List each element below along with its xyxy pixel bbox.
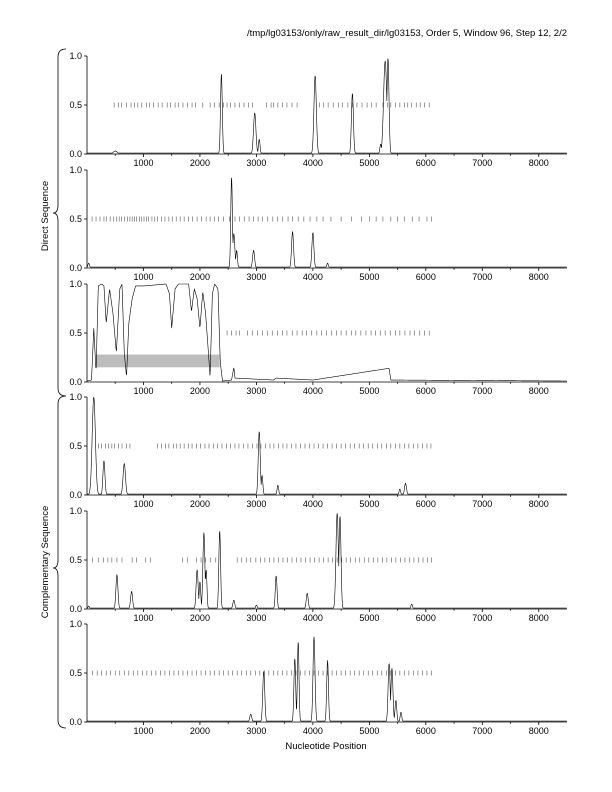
score-trace	[86, 283, 567, 382]
x-tick-label: 6000	[416, 726, 436, 736]
y-tick-label: 1.0	[69, 279, 82, 289]
x-tick-label: 2000	[190, 272, 210, 282]
x-axis-title: Nucleotide Position	[285, 741, 366, 752]
x-tick-label: 5000	[359, 499, 379, 509]
x-tick-label: 6000	[416, 613, 436, 623]
x-tick-label: 7000	[472, 272, 492, 282]
x-tick-label: 7000	[472, 726, 492, 736]
y-tick-label: 0.5	[69, 555, 82, 565]
y-tick-label: 0.0	[69, 717, 82, 727]
panel-6: 1000 2000 3000 4000 5000 6000 7000 8000 0.0 0.5 1.…	[69, 619, 567, 736]
complementary-sequence-brace	[52, 395, 67, 729]
x-tick-label: 3000	[246, 613, 266, 623]
x-tick-label: 4000	[303, 386, 323, 396]
x-tick-label: 2000	[190, 726, 210, 736]
x-tick-label: 3000	[246, 499, 266, 509]
x-tick-label: 6000	[416, 272, 436, 282]
x-tick-label: 8000	[529, 613, 549, 623]
panel-4: 1000 2000 3000 4000 5000 6000 7000 8000 0.0 0.5 1.…	[69, 392, 567, 509]
panel-3: 1000 2000 3000 4000 5000 6000 7000 8000 0.0 0.5 1.…	[69, 279, 567, 396]
x-tick-label: 3000	[246, 272, 266, 282]
x-tick-label: 4000	[303, 613, 323, 623]
y-tick-label: 0.0	[69, 377, 82, 387]
x-tick-label: 5000	[359, 158, 379, 168]
panel-5: 1000 2000 3000 4000 5000 6000 7000 8000 0.0 0.5 1.…	[69, 506, 567, 623]
highlight-band	[96, 354, 220, 368]
x-tick-label: 4000	[303, 158, 323, 168]
x-tick-label: 2000	[190, 158, 210, 168]
x-tick-label: 5000	[359, 386, 379, 396]
x-tick-label: 5000	[359, 272, 379, 282]
x-tick-label: 1000	[133, 726, 153, 736]
panel-2: 1000 2000 3000 4000 5000 6000 7000 8000 0.0 0.5 1.…	[69, 165, 567, 282]
score-trace	[87, 636, 567, 722]
y-tick-label: 0.5	[69, 441, 82, 451]
x-tick-label: 6000	[416, 499, 436, 509]
score-trace	[87, 58, 567, 154]
x-tick-label: 1000	[133, 272, 153, 282]
x-tick-label: 1000	[133, 158, 153, 168]
y-tick-label: 0.0	[69, 149, 82, 159]
complementary-sequence-label: Complementary Sequence	[40, 506, 51, 618]
score-trace	[86, 177, 567, 268]
x-tick-label: 4000	[303, 499, 323, 509]
x-tick-label: 1000	[133, 613, 153, 623]
x-tick-label: 3000	[246, 726, 266, 736]
x-tick-label: 8000	[529, 272, 549, 282]
x-tick-label: 3000	[246, 158, 266, 168]
y-tick-label: 1.0	[69, 506, 82, 516]
y-tick-label: 1.0	[69, 392, 82, 402]
y-tick-label: 1.0	[69, 619, 82, 629]
x-tick-label: 6000	[416, 158, 436, 168]
x-tick-label: 6000	[416, 386, 436, 396]
x-tick-label: 1000	[133, 386, 153, 396]
x-tick-label: 5000	[359, 726, 379, 736]
x-tick-label: 2000	[190, 499, 210, 509]
x-tick-label: 1000	[133, 499, 153, 509]
y-tick-label: 0.0	[69, 263, 82, 273]
x-tick-label: 8000	[529, 499, 549, 509]
x-tick-label: 7000	[472, 613, 492, 623]
direct-sequence-brace	[52, 48, 67, 397]
score-trace	[87, 396, 567, 495]
y-tick-label: 0.5	[69, 214, 82, 224]
y-tick-label: 1.0	[69, 165, 82, 175]
panel-1: 1000 2000 3000 4000 5000 6000 7000 8000 0.0 0.5 1.…	[69, 51, 567, 168]
direct-sequence-label: Direct Sequence	[40, 181, 51, 251]
score-trace	[87, 513, 567, 609]
x-tick-label: 4000	[303, 726, 323, 736]
x-tick-label: 3000	[246, 386, 266, 396]
x-tick-label: 8000	[529, 386, 549, 396]
y-tick-label: 0.5	[69, 328, 82, 338]
x-tick-label: 4000	[303, 272, 323, 282]
y-tick-label: 0.5	[69, 100, 82, 110]
x-tick-label: 2000	[190, 613, 210, 623]
y-tick-label: 0.0	[69, 604, 82, 614]
y-tick-label: 0.0	[69, 490, 82, 500]
x-tick-label: 8000	[529, 158, 549, 168]
x-tick-label: 8000	[529, 726, 549, 736]
x-tick-label: 2000	[190, 386, 210, 396]
y-tick-label: 1.0	[69, 51, 82, 61]
x-tick-label: 7000	[472, 499, 492, 509]
x-tick-label: 5000	[359, 613, 379, 623]
chart-panels: 1000 2000 3000 4000 5000 6000 7000 8000 0.0 0.5 1.…	[69, 51, 567, 736]
y-tick-label: 0.5	[69, 668, 82, 678]
x-tick-label: 7000	[472, 386, 492, 396]
x-tick-label: 7000	[472, 158, 492, 168]
page-title: /tmp/lg03153/only/raw_result_dir/lg03153…	[247, 28, 567, 39]
